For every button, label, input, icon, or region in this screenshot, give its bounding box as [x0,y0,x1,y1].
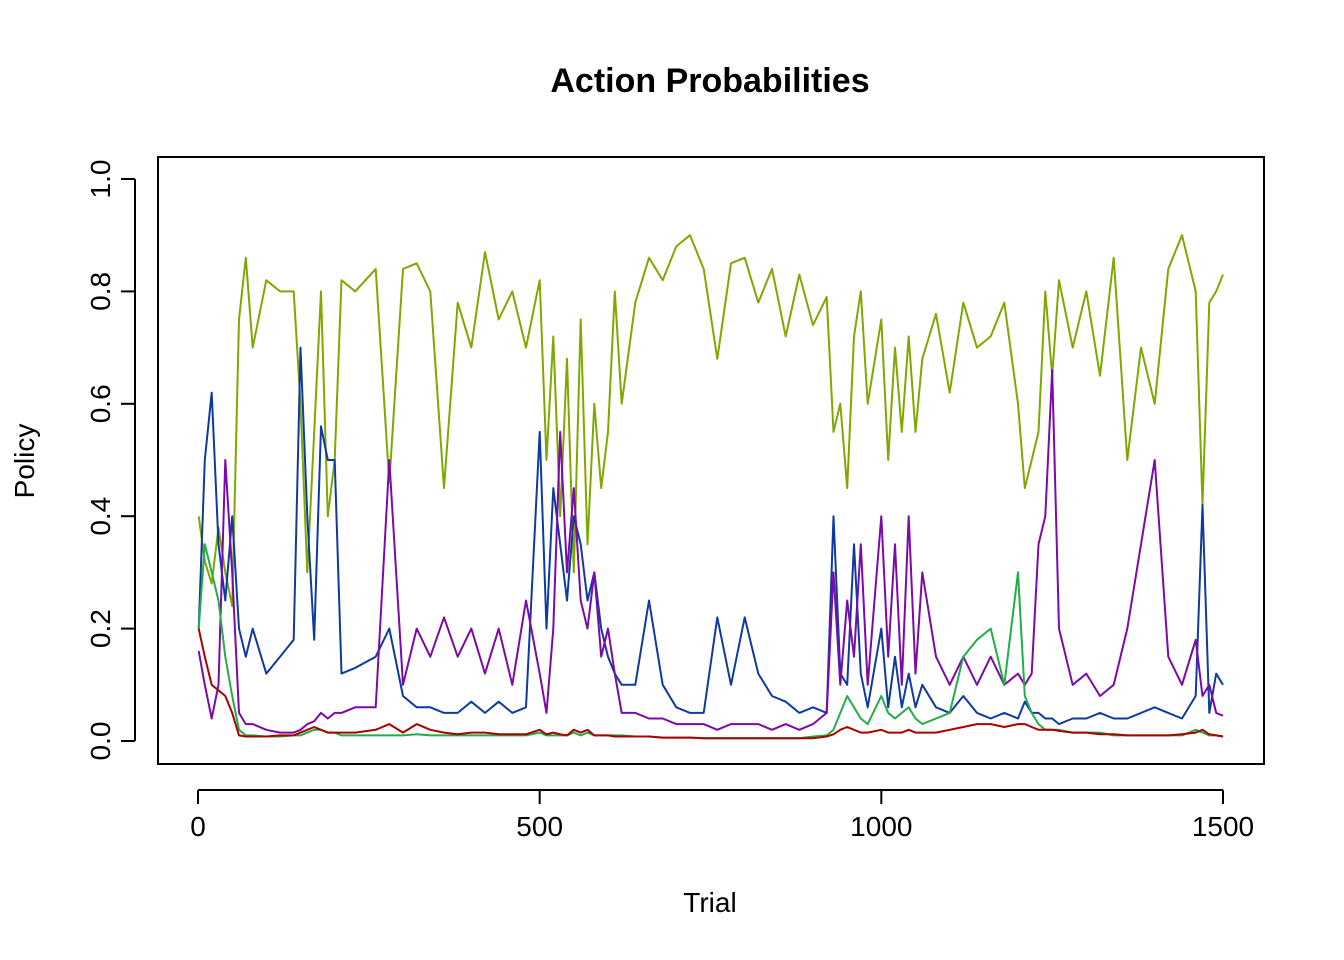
y-tick-label: 0.8 [85,272,116,311]
y-tick-label: 0.2 [85,609,116,648]
series-line-2 [197,346,1224,726]
y-axis: 0.0 0.2 0.4 0.6 0.8 1.0 [85,160,136,761]
chart-title: Action Probabilities [550,62,869,100]
plot-frame [157,156,1265,765]
y-tick-label: 0.4 [85,497,116,536]
y-tick-label: 0.0 [85,722,116,761]
x-tick-label: 1500 [1192,811,1254,842]
x-axis: 0 500 1000 1500 [190,789,1254,842]
series-line-1 [197,234,1224,608]
x-tick-label: 0 [190,811,206,842]
y-tick-label: 1.0 [85,160,116,199]
x-tick-label: 500 [516,811,563,842]
x-axis-label: Trial [683,887,736,918]
series-line-5 [197,628,1224,740]
y-axis-label: Policy [9,424,40,499]
y-tick-label: 0.6 [85,384,116,423]
series-layer [197,234,1224,740]
series-line-3 [197,369,1224,734]
x-tick-label: 1000 [850,811,912,842]
